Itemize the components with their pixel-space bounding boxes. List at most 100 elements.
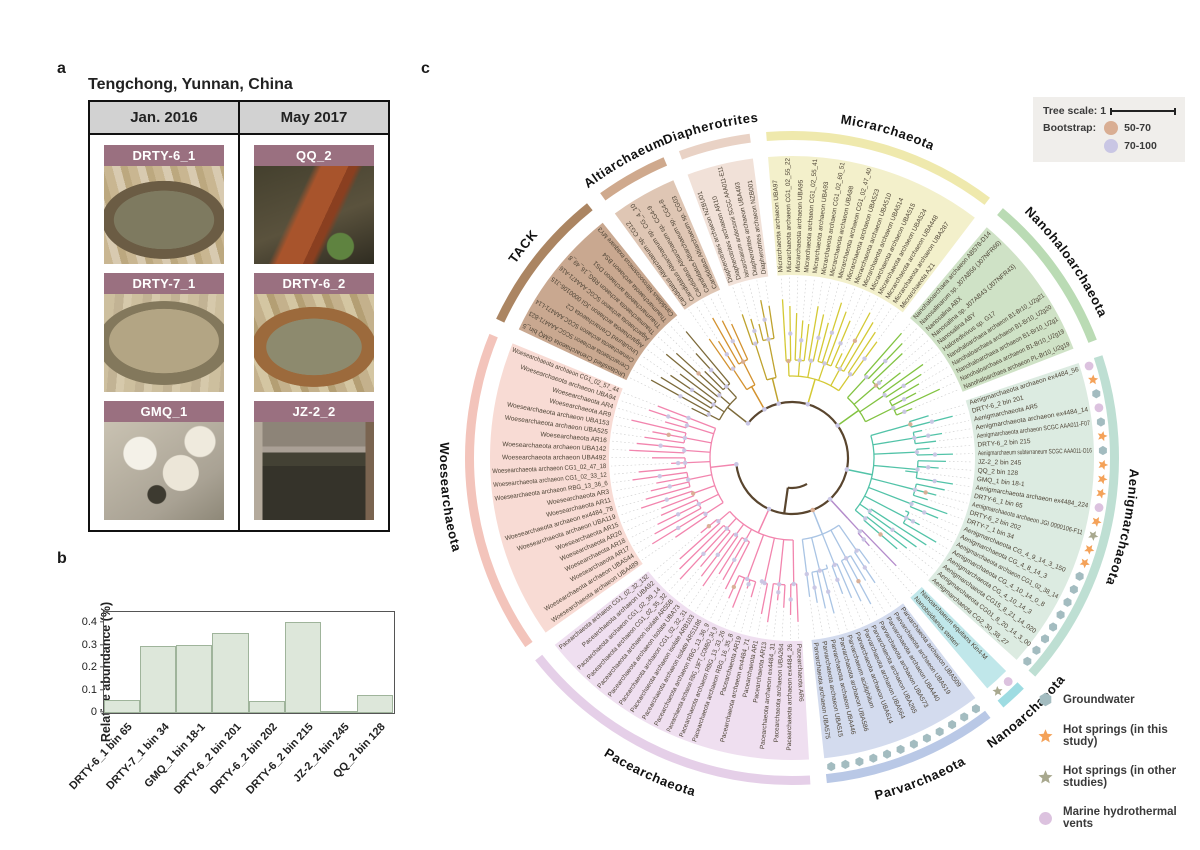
leaf-leader-line [757,617,761,636]
tree-branch [848,377,867,398]
leaf-leader-line [824,281,831,311]
bootstrap-node-dot [707,524,711,528]
panel-a-title: Tengchong, Yunnan, China [88,76,293,94]
leaf-leader-line [611,449,626,450]
site-photo-QQ_2 [254,166,374,264]
leaf-leader-line [710,592,724,620]
clade-stem [752,387,765,410]
leaf-leader-line [843,295,870,351]
tree-branch [793,540,794,584]
leaf-leader-line [664,331,703,370]
bootstrap-node-dot [682,448,686,452]
marker-groundwater [869,754,877,763]
tree-branch [848,518,860,531]
tree-branch [685,438,712,443]
bootstrap-node-dot [701,552,705,556]
bootstrap-node-dot [799,338,803,342]
bootstrap-node-dot [835,578,839,582]
bar-QQ_2 bin 128 [357,695,393,713]
marker-groundwater [883,750,891,759]
star-icon [1038,729,1053,744]
leaf-leader-line [835,616,839,632]
leaf-leader-line [931,404,964,414]
panel-a-label: a [57,60,66,78]
clade-stem [728,407,748,423]
tree-branch [706,503,724,514]
bootstrap-node-dot [809,359,813,363]
leaf-leader-line [871,299,877,310]
tree-branch [658,406,689,418]
leaf-leader-line [871,566,899,604]
marker-hot-spring [1098,431,1108,442]
clade-stem [758,509,769,533]
tree-branch [839,374,850,390]
tree-branch [910,416,929,422]
tree-branch [733,578,745,608]
leaf-leader-line [616,492,648,499]
bootstrap-node-dot [923,490,927,494]
leaf-leader-line [847,288,855,309]
leaf-leader-line [939,496,967,503]
tree-branch [761,584,767,614]
bootstrap-node-dot [746,421,751,426]
tree-branch [854,385,876,404]
leaf-leader-line [948,491,970,496]
bootstrap-node-dot [752,329,756,333]
bootstrap-node-dot [816,336,820,340]
leaf-leader-line [903,322,911,331]
hex-icon [1038,692,1053,707]
bootstrap-node-dot [838,341,842,345]
leaf-leader-line [741,284,750,316]
leaf-leader-line [689,309,708,336]
leaf-leader-line [725,610,731,626]
leaf-leader-line [749,282,759,321]
leaf-leader-line [642,356,668,373]
legend-label: Hot springs (in this study) [1063,724,1200,748]
tree-branch [795,313,797,360]
leaf-leader-line [939,437,972,441]
tree-branch [807,574,810,597]
site-name-banner: DRTY-6_1 [104,145,224,166]
y-tick-mark [100,666,104,667]
leaf-leader-line [826,611,831,634]
bootstrap-node-dot [683,436,687,440]
site-cell-JZ-2_2: JZ-2_2 [254,401,374,520]
leaf-leader-line [798,625,799,639]
marker-groundwater [1057,610,1065,619]
tree-branch [804,324,809,361]
bar-DRTY-6_2 bin 215 [285,622,321,713]
bootstrap-node-dot [703,512,707,516]
bootstrap-node-dot [786,359,790,363]
leaf-leader-line [844,597,856,628]
bootstrap-node-dot [665,497,669,501]
leaf-label: JZ-2_2 bin 245 [978,459,1022,467]
tree-branch [822,534,834,565]
leaf-leader-line [612,441,634,443]
tree-branch [826,565,827,569]
leaf-leader-line [797,277,798,310]
tree-branch [905,511,909,513]
leaf-leader-line [945,429,971,433]
bootstrap-node-dot [909,502,913,506]
tree-branch [693,486,715,494]
bootstrap-node-dot [933,452,937,456]
marker-groundwater [923,734,931,743]
bootstrap-node-dot [845,467,850,472]
bootstrap-node-dot [848,372,852,376]
leaf-leader-line [950,515,962,519]
leaf-leader-line [657,561,677,579]
leaf-leader-line [623,509,658,523]
site-cell-DRTY-6_2: DRTY-6_2 [254,273,374,392]
bootstrap-node-dot [797,358,801,362]
leaf-leader-line [956,484,971,486]
bootstrap-node-dot [732,558,736,562]
leaf-leader-line [638,363,658,376]
leaf-leader-line [675,569,698,597]
bootstrap-node-dot [864,375,868,379]
site-name-banner: JZ-2_2 [254,401,374,422]
marker-hot-spring [1096,488,1107,499]
leaf-leader-line [703,301,711,316]
leaf-leader-line [904,328,917,342]
